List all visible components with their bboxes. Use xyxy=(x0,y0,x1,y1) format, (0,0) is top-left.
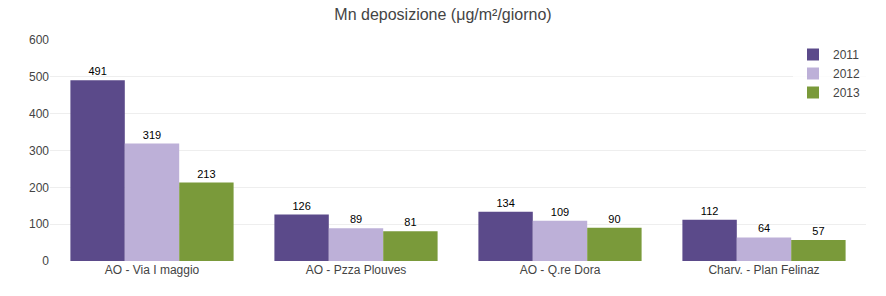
svg-text:126: 126 xyxy=(292,200,310,212)
svg-text:500: 500 xyxy=(29,70,49,84)
svg-text:213: 213 xyxy=(197,168,215,180)
svg-text:89: 89 xyxy=(350,213,362,225)
svg-text:Charv. - Plan Felinaz: Charv. - Plan Felinaz xyxy=(708,263,819,277)
svg-text:AO - Via I maggio: AO - Via I maggio xyxy=(105,263,200,277)
svg-text:0: 0 xyxy=(42,254,49,268)
svg-text:Mn deposizione (μg/m²/giorno): Mn deposizione (μg/m²/giorno) xyxy=(334,6,551,23)
svg-text:200: 200 xyxy=(29,181,49,195)
svg-text:112: 112 xyxy=(701,205,719,217)
svg-text:134: 134 xyxy=(496,197,514,209)
svg-text:491: 491 xyxy=(88,65,106,77)
svg-text:90: 90 xyxy=(608,213,620,225)
svg-text:AO - Q.re Dora: AO - Q.re Dora xyxy=(520,263,601,277)
svg-text:2013: 2013 xyxy=(833,86,860,100)
svg-text:300: 300 xyxy=(29,144,49,158)
svg-text:64: 64 xyxy=(758,222,770,234)
svg-text:600: 600 xyxy=(29,33,49,47)
svg-text:100: 100 xyxy=(29,217,49,231)
svg-text:AO - Pzza Plouves: AO - Pzza Plouves xyxy=(306,263,407,277)
svg-text:2012: 2012 xyxy=(833,67,860,81)
svg-text:319: 319 xyxy=(143,129,161,141)
svg-text:81: 81 xyxy=(404,216,416,228)
svg-text:400: 400 xyxy=(29,107,49,121)
svg-text:57: 57 xyxy=(812,225,824,237)
svg-text:2011: 2011 xyxy=(833,48,859,62)
svg-text:109: 109 xyxy=(551,206,569,218)
